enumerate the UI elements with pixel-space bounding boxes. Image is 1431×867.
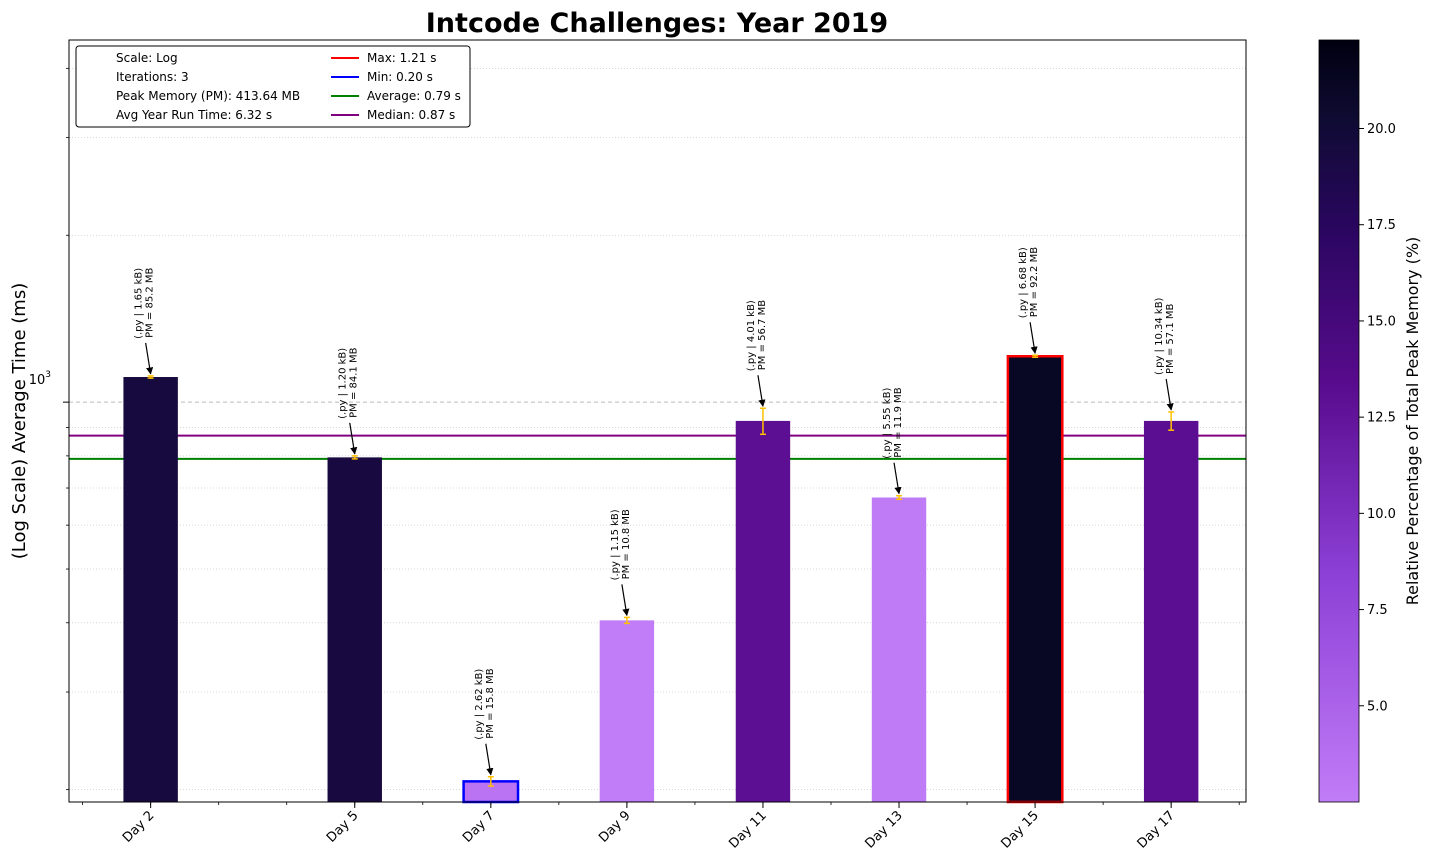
colorbar-tick-label: 12.5 xyxy=(1367,411,1396,426)
legend-entry: Min: 0.20 s xyxy=(331,70,433,84)
annotation-file-size: (.py | 1.65 kB) xyxy=(134,268,145,339)
x-tick-label: Day 13 xyxy=(862,808,905,851)
x-tick-label: Day 17 xyxy=(1135,808,1178,851)
axes: (Log Scale) Average Time (ms) 103 Day 2 D… xyxy=(9,283,1178,852)
legend-label: Median: 0.87 s xyxy=(367,108,455,122)
annotation-arrow xyxy=(1165,378,1174,411)
error-bar xyxy=(1168,411,1175,431)
bar-day-15 xyxy=(1006,354,1064,804)
error-bar xyxy=(351,455,358,460)
y-axis-label: (Log Scale) Average Time (ms) xyxy=(9,283,30,559)
annotation-peak-memory: PM = 56.7 MB xyxy=(757,300,768,370)
legend: Scale: Log Iterations: 3 Peak Memory (PM):… xyxy=(75,45,471,128)
bars xyxy=(123,354,1199,804)
bar-day-11 xyxy=(735,420,791,802)
bar-day-2 xyxy=(123,377,178,802)
annotation-arrow xyxy=(349,422,358,455)
colorbar-tick-label: 20.0 xyxy=(1367,122,1396,137)
gridlines xyxy=(63,67,1246,805)
legend-label: Min: 0.20 s xyxy=(367,70,433,84)
x-tick-label: Day 7 xyxy=(460,808,498,846)
y-major-tick-label: 103 xyxy=(29,370,51,388)
x-tick-label: Day 11 xyxy=(726,808,769,851)
legend-label: Max: 1.21 s xyxy=(367,51,436,65)
x-tick-label: Day 15 xyxy=(999,808,1042,851)
bar-annotation: (.py | 2.62 kB) PM = 15.8 MB xyxy=(474,668,496,776)
legend-box xyxy=(75,45,471,128)
annotation-peak-memory: PM = 84.1 MB xyxy=(349,347,360,417)
error-bar xyxy=(896,494,903,501)
bar-annotation: (.py | 4.01 kB) PM = 56.7 MB xyxy=(746,300,768,407)
bar-day-5 xyxy=(327,457,382,802)
bar-annotation: (.py | 1.15 kB) PM = 10.8 MB xyxy=(610,509,632,617)
annotation-peak-memory: PM = 85.2 MB xyxy=(145,267,156,337)
colorbar-tick-label: 17.5 xyxy=(1367,218,1396,233)
legend-entry: Max: 1.21 s xyxy=(331,51,436,65)
legend-entry: Average: 0.79 s xyxy=(331,89,461,103)
bar-annotation: (.py | 6.68 kB) PM = 92.2 MB xyxy=(1018,247,1040,354)
error-bar xyxy=(487,776,494,787)
annotation-peak-memory: PM = 11.9 MB xyxy=(893,387,904,457)
annotation-peak-memory: PM = 10.8 MB xyxy=(621,509,632,579)
legend-info-text: Scale: Log xyxy=(116,51,178,65)
annotation-file-size: (.py | 1.20 kB) xyxy=(338,348,349,419)
reference-lines xyxy=(69,434,1246,460)
annotation-arrow xyxy=(621,584,630,617)
annotation-file-size: (.py | 4.01 kB) xyxy=(746,300,757,371)
error-bar xyxy=(147,375,154,379)
annotation-file-size: (.py | 1.15 kB) xyxy=(610,509,621,580)
legend-label: Average: 0.79 s xyxy=(367,89,461,103)
colorbar-tick-label: 5.0 xyxy=(1367,699,1388,714)
annotation-file-size: (.py | 10.34 kB) xyxy=(1154,297,1165,375)
legend-info-text: Avg Year Run Time: 6.32 s xyxy=(116,108,272,122)
plot-frame xyxy=(68,39,1247,803)
colorbar-tick-label: 10.0 xyxy=(1367,507,1396,522)
colorbar-tick-label: 15.0 xyxy=(1367,314,1396,329)
colorbar-label: Relative Percentage of Total Peak Memory… xyxy=(1403,237,1422,606)
error-bar xyxy=(623,616,630,625)
annotation-peak-memory: PM = 15.8 MB xyxy=(485,668,496,738)
annotation-file-size: (.py | 2.62 kB) xyxy=(474,669,485,740)
bar-annotation: (.py | 10.34 kB) PM = 57.1 MB xyxy=(1154,297,1176,411)
annotation-file-size: (.py | 5.55 kB) xyxy=(882,388,893,459)
bar-annotation: (.py | 1.65 kB) PM = 85.2 MB xyxy=(134,267,156,375)
annotation-arrow xyxy=(145,342,154,375)
annotation-arrow xyxy=(893,462,902,495)
bar-day-17 xyxy=(1143,420,1199,802)
annotation-peak-memory: PM = 57.1 MB xyxy=(1165,304,1176,374)
x-tick-label: Day 2 xyxy=(120,808,158,846)
colorbar-tick-label: 7.5 xyxy=(1367,603,1388,618)
legend-info-text: Peak Memory (PM): 413.64 MB xyxy=(116,89,300,103)
error-bar xyxy=(759,407,766,436)
error-bars xyxy=(147,354,1175,787)
annotation-arrow xyxy=(757,375,766,407)
annotation-arrow xyxy=(485,743,494,776)
colorbar: 5.0 7.5 10.0 12.5 15.0 17.5 20.0 Relative Perc… xyxy=(1318,39,1422,803)
bar-annotation: (.py | 5.55 kB) PM = 11.9 MB xyxy=(882,387,904,495)
error-bar xyxy=(1032,354,1039,358)
chart-title: Intcode Challenges: Year 2019 xyxy=(426,8,888,39)
annotation-arrow xyxy=(1029,322,1038,354)
bar-annotations: (.py | 1.65 kB) PM = 85.2 MB (.py | 1.20 k… xyxy=(134,247,1176,776)
x-tick-label: Day 5 xyxy=(324,808,362,846)
annotation-file-size: (.py | 6.68 kB) xyxy=(1018,247,1029,318)
bar-day-9 xyxy=(599,620,655,802)
colorbar-gradient xyxy=(1318,39,1360,803)
bar-day-13 xyxy=(871,497,927,802)
bar-annotation: (.py | 1.20 kB) PM = 84.1 MB xyxy=(338,347,360,455)
annotation-peak-memory: PM = 92.2 MB xyxy=(1029,247,1040,317)
legend-info-text: Iterations: 3 xyxy=(116,70,189,84)
x-tick-label: Day 9 xyxy=(596,808,634,846)
legend-entry: Median: 0.87 s xyxy=(331,108,455,122)
